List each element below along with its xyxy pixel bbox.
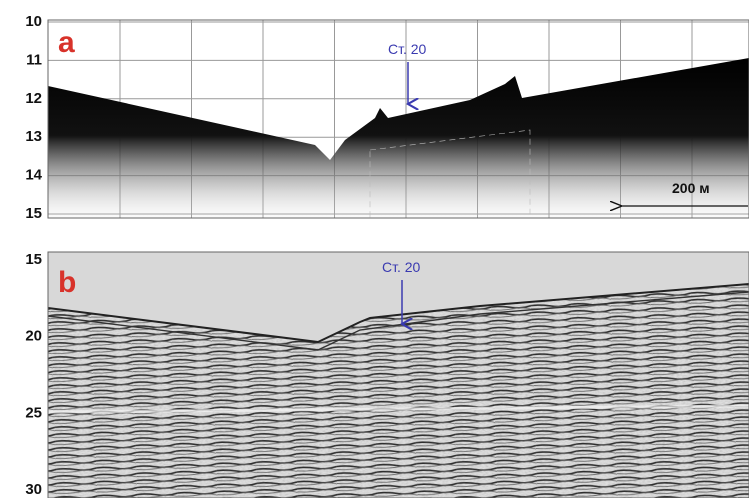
y-tick-label: 20 [25, 328, 42, 345]
axis-ticks: 10 11 12 13 14 15 15 20 25 30 [25, 13, 42, 498]
y-tick-label: 13 [25, 128, 42, 145]
station-label: Ст. 20 [388, 41, 427, 57]
y-tick-label: 12 [25, 90, 42, 107]
y-tick-label: 11 [26, 51, 42, 68]
panel-label: a [58, 26, 75, 59]
y-tick-label: 25 [25, 404, 42, 421]
y-tick-label: 14 [25, 167, 42, 184]
panel-label: b [58, 266, 76, 299]
y-tick-label: 10 [25, 13, 42, 30]
y-tick-label: 30 [25, 481, 42, 498]
station-label: Ст. 20 [382, 259, 421, 275]
y-tick-label: 15 [25, 251, 42, 268]
y-tick-label: 15 [25, 205, 42, 222]
panel-b [48, 252, 749, 498]
figure: a Ст. 20 200 м b Ст. 20 10 11 12 13 14 15 15 20… [0, 0, 749, 498]
scale-label: 200 м [672, 180, 710, 196]
